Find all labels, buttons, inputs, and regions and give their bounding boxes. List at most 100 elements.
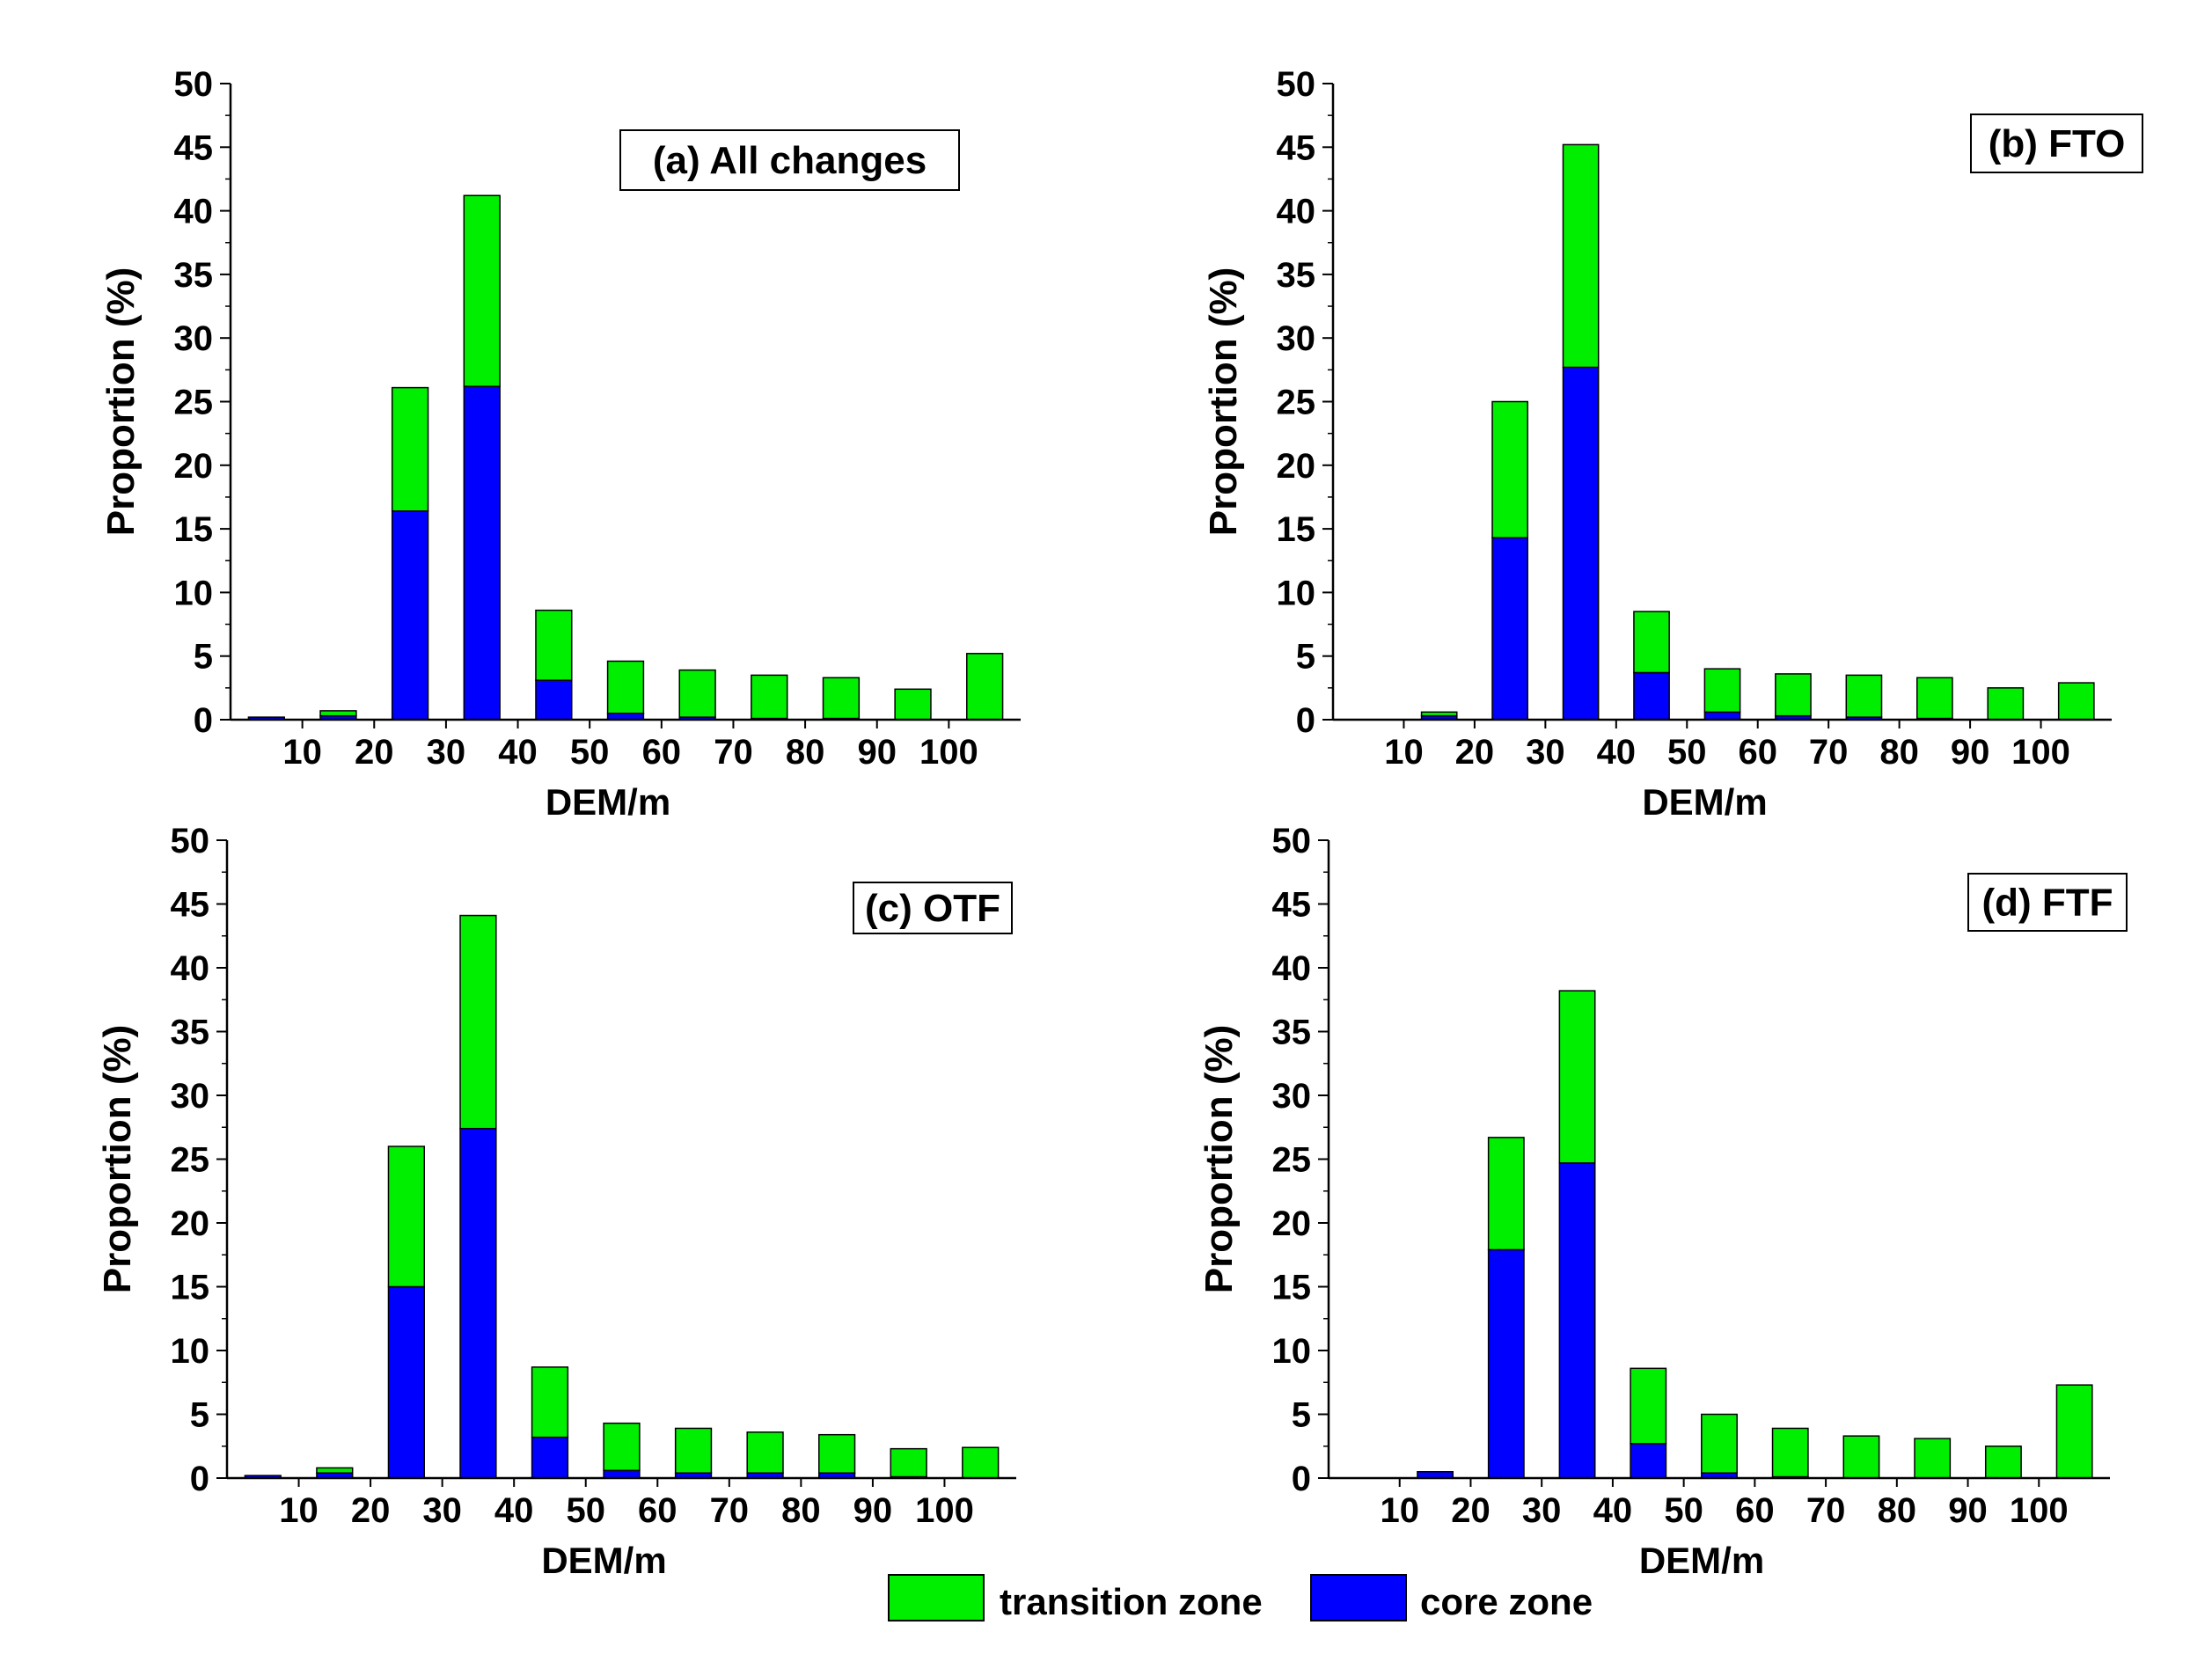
bar-transition-zone-d-4	[1630, 1367, 1667, 1445]
x-axis-title: DEM/m	[1639, 1540, 1764, 1581]
x-axis-title: DEM/m	[1642, 781, 1767, 823]
chart-panel-c: 0 5 10 15 20 25 30 35 40 45 50 10 20 30 40 50 60 70 80 90 10…	[96, 822, 1016, 1581]
y-tick-label: 30	[174, 319, 214, 358]
bar-core-zone-b-3	[1562, 366, 1600, 721]
panel-title: (b) FTO	[1989, 122, 2126, 165]
y-tick-label: 0	[1296, 701, 1315, 740]
bar-transition-zone-c-4	[531, 1366, 569, 1438]
bar-transition-zone-d-2	[1487, 1137, 1525, 1251]
y-tick-label: 30	[171, 1077, 210, 1116]
bar-transition-zone-b-8	[1916, 677, 1953, 720]
x-tick-label: 20	[1451, 1491, 1491, 1530]
x-tick-label: 40	[1597, 733, 1637, 772]
bar-transition-zone-d-6	[1771, 1427, 1809, 1478]
y-tick-label: 20	[1272, 1204, 1312, 1243]
y-axis-title: Proportion (%)	[1202, 267, 1245, 537]
bar-transition-zone-b-5	[1703, 668, 1741, 714]
x-tick-label: 10	[279, 1491, 319, 1530]
bar-transition-zone-d-10	[2055, 1384, 2093, 1479]
y-tick-label: 15	[171, 1269, 210, 1307]
x-tick-label: 70	[710, 1491, 750, 1530]
bar-core-zone-c-3	[459, 1127, 497, 1479]
y-tick-label: 25	[1277, 384, 1316, 422]
bar-transition-zone-d-3	[1558, 990, 1596, 1164]
y-tick-label: 5	[1292, 1396, 1311, 1435]
bar-core-zone-b-2	[1491, 537, 1528, 721]
y-tick-label: 35	[171, 1014, 210, 1052]
bar-transition-zone-b-7	[1845, 674, 1883, 718]
y-tick-label: 45	[1277, 128, 1316, 167]
bar-transition-zone-a-3	[463, 194, 501, 387]
x-tick-label: 100	[2011, 733, 2070, 772]
y-tick-label: 25	[171, 1141, 210, 1180]
bar-transition-zone-d-8	[1914, 1438, 1952, 1479]
x-tick-label: 20	[355, 733, 394, 772]
x-tick-label: 50	[570, 733, 610, 772]
x-tick-label: 50	[1667, 733, 1707, 772]
y-axis-title: Proportion (%)	[96, 1025, 139, 1294]
y-tick-label: 0	[190, 1460, 209, 1498]
bar-transition-zone-b-1	[1420, 711, 1458, 717]
bar-core-zone-c-4	[531, 1436, 569, 1479]
legend: transition zone core zone	[888, 1574, 1593, 1622]
panel-label-box	[1970, 113, 2143, 173]
bar-core-zone-c-2	[387, 1285, 425, 1479]
panel-label-box	[619, 129, 960, 191]
bar-transition-zone-c-3	[459, 914, 497, 1130]
bar-core-zone-a-4	[535, 679, 573, 721]
panel-label-box	[853, 882, 1013, 934]
x-tick-label: 70	[1809, 733, 1849, 772]
bar-core-zone-d-4	[1630, 1443, 1667, 1479]
bar-core-zone-a-3	[463, 385, 501, 721]
y-tick-label: 15	[174, 510, 214, 549]
y-tick-label: 20	[1277, 447, 1316, 486]
x-tick-label: 90	[1948, 1491, 1988, 1530]
x-tick-label: 70	[714, 733, 753, 772]
y-tick-label: 45	[174, 128, 214, 167]
x-tick-label: 30	[427, 733, 466, 772]
bar-transition-zone-b-3	[1562, 143, 1600, 369]
x-tick-label: 100	[2010, 1491, 2069, 1530]
y-tick-label: 40	[1272, 949, 1312, 988]
x-tick-label: 90	[853, 1491, 893, 1530]
chart-panel-d: 0 5 10 15 20 25 30 35 40 45 50 10 20 30 40 50 60 70 80 90 10…	[1198, 822, 2128, 1581]
x-tick-label: 40	[498, 733, 538, 772]
y-tick-label: 40	[1277, 193, 1316, 231]
legend-label-transition-zone: transition zone	[1000, 1581, 1263, 1622]
bar-transition-zone-c-1	[316, 1467, 354, 1474]
x-tick-label: 50	[566, 1491, 605, 1530]
bar-transition-zone-a-9	[894, 688, 932, 721]
bar-transition-zone-d-5	[1701, 1413, 1738, 1474]
bar-transition-zone-a-4	[535, 609, 573, 681]
chart-panel-a: 0 5 10 15 20 25 30 35 40 45 50 10 20 30 40 50 60 70 80 90 10…	[99, 65, 1021, 823]
bar-transition-zone-c-5	[603, 1422, 641, 1472]
legend-swatch-core-zone	[1310, 1574, 1407, 1621]
y-axis-title: Proportion (%)	[1198, 1025, 1241, 1294]
y-tick-label: 40	[174, 193, 214, 231]
y-tick-label: 35	[1272, 1014, 1312, 1052]
bar-transition-zone-c-6	[674, 1427, 713, 1474]
y-tick-label: 35	[1277, 256, 1316, 295]
y-tick-label: 10	[1277, 574, 1316, 612]
y-tick-label: 5	[1296, 638, 1315, 677]
x-tick-label: 10	[282, 733, 322, 772]
x-tick-label: 20	[351, 1491, 391, 1530]
y-tick-label: 45	[1272, 886, 1312, 925]
y-tick-label: 10	[1272, 1332, 1312, 1371]
y-tick-label: 5	[190, 1396, 209, 1435]
bar-transition-zone-a-7	[751, 674, 788, 720]
x-tick-label: 90	[857, 733, 897, 772]
y-tick-label: 10	[174, 574, 214, 612]
x-tick-label: 30	[422, 1491, 462, 1530]
x-tick-label: 30	[1522, 1491, 1562, 1530]
x-tick-label: 30	[1526, 733, 1565, 772]
bar-core-zone-d-3	[1558, 1162, 1596, 1479]
chart-panel-b: 0 5 10 15 20 25 30 35 40 45 50 10 20 30 40 50 60 70 80 90 10…	[1202, 65, 2143, 823]
bar-transition-zone-b-10	[2057, 682, 2095, 721]
panel-title: (d) FTF	[1981, 882, 2113, 925]
x-axis-title: DEM/m	[541, 1540, 666, 1581]
bar-transition-zone-b-4	[1633, 611, 1670, 674]
x-tick-label: 60	[1735, 1491, 1775, 1530]
x-tick-label: 10	[1380, 1491, 1419, 1530]
